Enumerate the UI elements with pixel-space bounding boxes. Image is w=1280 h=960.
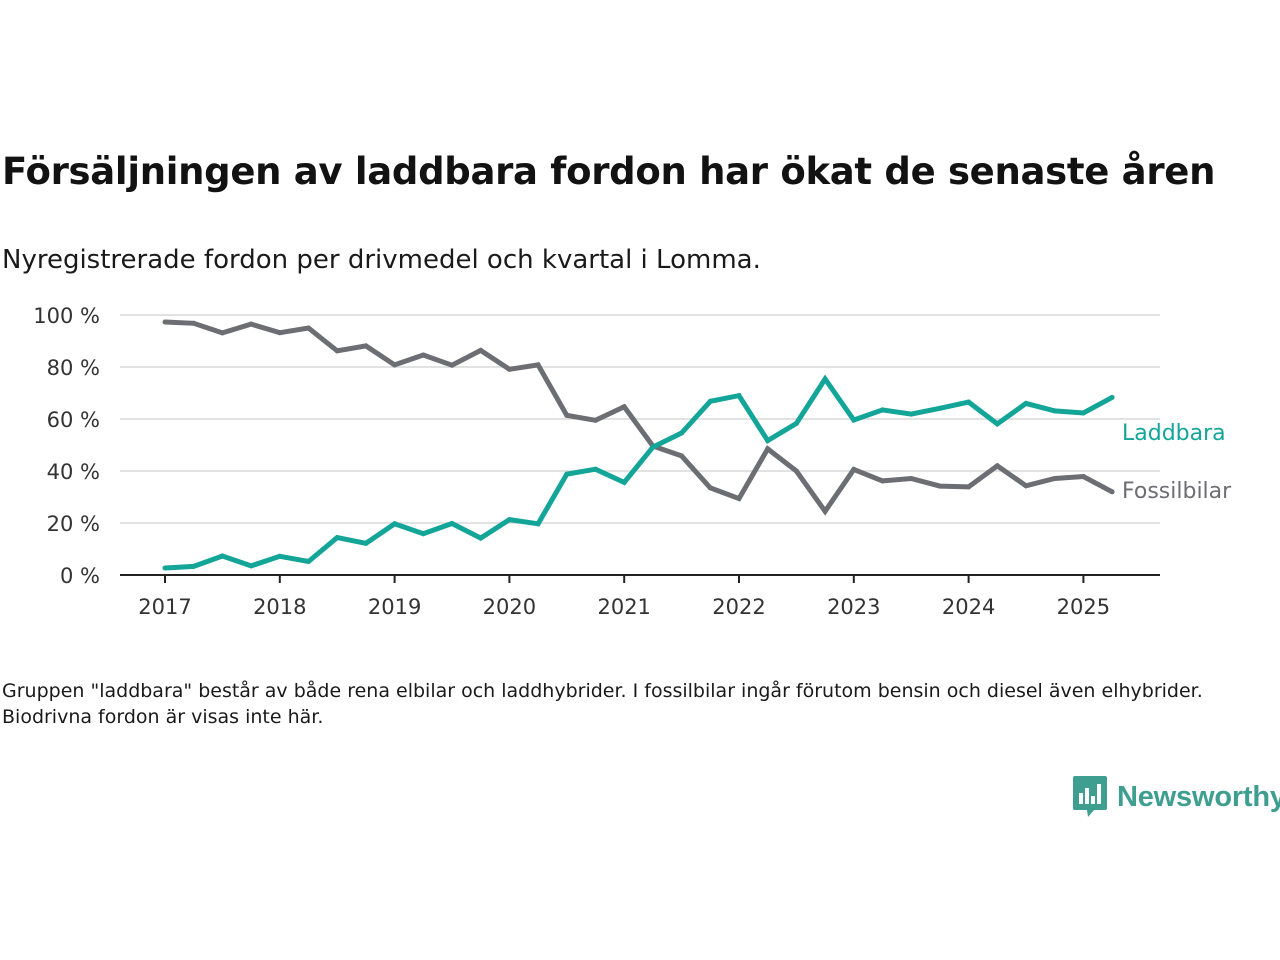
series-line-fossilbilar xyxy=(164,319,1114,516)
data-point-laddbara xyxy=(478,535,484,541)
data-point-laddbara xyxy=(363,540,369,546)
data-point-laddbara xyxy=(1109,394,1115,400)
data-point-fossilbilar xyxy=(191,320,197,326)
data-point-fossilbilar xyxy=(880,478,885,484)
data-point-laddbara xyxy=(851,417,857,423)
y-tick-label: 60 % xyxy=(47,408,100,432)
y-tick-label: 100 % xyxy=(33,304,100,328)
data-point-fossilbilar xyxy=(822,508,828,514)
x-tick-label: 2023 xyxy=(827,595,880,619)
brand-name: Newsworthy xyxy=(1117,780,1280,813)
y-tick-label: 40 % xyxy=(47,460,100,484)
data-point-laddbara xyxy=(334,535,340,541)
data-point-fossilbilar xyxy=(1080,474,1086,479)
data-point-fossilbilar xyxy=(937,483,943,489)
data-point-fossilbilar xyxy=(851,466,857,472)
x-tick-label: 2017 xyxy=(138,595,191,619)
data-point-fossilbilar xyxy=(1052,476,1058,481)
data-point-laddbara xyxy=(994,421,1000,427)
chart-subtitle: Nyregistrerade fordon per drivmedel och … xyxy=(2,245,761,275)
newsworthy-logo: Newsworthy xyxy=(1073,776,1280,818)
data-point-fossilbilar xyxy=(248,321,254,327)
data-point-laddbara xyxy=(822,376,828,382)
data-point-fossilbilar xyxy=(765,446,771,452)
data-point-laddbara xyxy=(306,559,311,564)
data-point-fossilbilar xyxy=(219,330,225,336)
data-point-laddbara xyxy=(277,553,283,559)
series-label-fossilbilar: Fossilbilar xyxy=(1122,479,1232,504)
x-tick-label: 2018 xyxy=(253,595,306,619)
data-point-laddbara xyxy=(1080,410,1086,416)
data-point-fossilbilar xyxy=(1109,489,1115,495)
data-point-laddbara xyxy=(679,430,685,436)
data-point-laddbara xyxy=(908,411,914,417)
chart-title: Försäljningen av laddbara fordon har öka… xyxy=(2,150,1216,193)
data-point-fossilbilar xyxy=(707,485,713,491)
data-point-laddbara xyxy=(621,479,627,485)
series-label-laddbara: Laddbara xyxy=(1122,421,1226,446)
y-tick-label: 80 % xyxy=(47,356,100,380)
data-point-laddbara xyxy=(449,521,455,526)
y-tick-label: 0 % xyxy=(60,564,100,588)
data-point-laddbara xyxy=(765,438,771,444)
data-point-laddbara xyxy=(506,517,512,523)
data-point-fossilbilar xyxy=(535,362,541,368)
data-point-fossilbilar xyxy=(449,362,455,368)
data-point-laddbara xyxy=(248,563,254,569)
data-point-laddbara xyxy=(219,553,225,559)
data-point-laddbara xyxy=(1023,400,1029,406)
data-point-fossilbilar xyxy=(506,366,512,372)
data-point-laddbara xyxy=(593,466,598,472)
data-point-fossilbilar xyxy=(420,352,426,358)
data-point-fossilbilar xyxy=(966,484,972,490)
data-point-fossilbilar xyxy=(1023,483,1029,489)
data-point-fossilbilar xyxy=(621,404,627,410)
data-point-laddbara xyxy=(564,471,570,477)
data-point-laddbara xyxy=(880,407,885,413)
data-point-laddbara xyxy=(191,563,197,569)
data-point-fossilbilar xyxy=(736,496,742,502)
data-point-fossilbilar xyxy=(277,330,283,336)
data-point-fossilbilar xyxy=(478,347,484,353)
data-point-laddbara xyxy=(420,531,426,537)
data-point-laddbara xyxy=(162,565,168,571)
x-tick-label: 2024 xyxy=(942,595,995,619)
data-point-fossilbilar xyxy=(392,362,398,368)
data-point-laddbara xyxy=(392,521,398,527)
data-point-fossilbilar xyxy=(306,325,311,331)
data-point-fossilbilar xyxy=(593,417,598,423)
x-tick-label: 2021 xyxy=(597,595,650,619)
data-point-fossilbilar xyxy=(334,348,340,354)
x-tick-label: 2022 xyxy=(712,595,765,619)
y-tick-label: 20 % xyxy=(47,512,100,536)
y-axis-ticks: 0 % 20 % 40 % 60 % 80 % 100 % xyxy=(33,304,100,588)
data-point-laddbara xyxy=(650,444,656,450)
series-labels: Laddbara Fossilbilar xyxy=(1122,421,1232,504)
series-lines xyxy=(162,319,1115,571)
series-line-laddbara xyxy=(164,374,1114,571)
data-point-fossilbilar xyxy=(793,468,799,474)
x-axis-ticks: 2017 2018 2019 2020 2021 2022 2023 2024 2025 xyxy=(138,575,1110,619)
data-point-fossilbilar xyxy=(363,343,369,349)
data-point-laddbara xyxy=(966,399,972,405)
data-point-fossilbilar xyxy=(162,319,168,325)
line-chart: 0 % 20 % 40 % 60 % 80 % 100 % 2017 2018 2019 202… xyxy=(33,304,1232,619)
footnote: Gruppen "laddbara" består av både rena e… xyxy=(2,680,1203,728)
data-point-fossilbilar xyxy=(994,463,1000,469)
data-point-fossilbilar xyxy=(679,453,685,459)
data-point-laddbara xyxy=(535,521,541,527)
data-point-laddbara xyxy=(736,393,742,399)
data-point-fossilbilar xyxy=(564,412,570,418)
x-tick-label: 2019 xyxy=(368,595,421,619)
data-point-laddbara xyxy=(1052,408,1058,414)
gridlines xyxy=(120,314,1160,576)
data-point-fossilbilar xyxy=(908,476,914,481)
x-tick-label: 2025 xyxy=(1057,595,1110,619)
x-tick-label: 2020 xyxy=(483,595,536,619)
data-point-laddbara xyxy=(937,405,943,411)
data-point-laddbara xyxy=(707,398,713,404)
bar-chart-speech-bubble-icon xyxy=(1073,776,1107,817)
data-point-laddbara xyxy=(793,420,799,426)
